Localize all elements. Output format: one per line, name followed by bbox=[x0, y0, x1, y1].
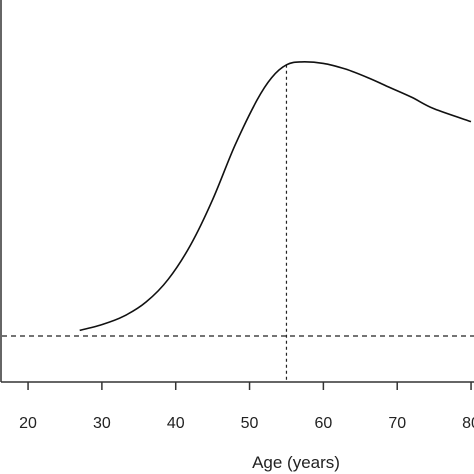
series-line bbox=[79, 61, 472, 332]
x-tick-label-80: 80 bbox=[462, 415, 474, 432]
series-layer bbox=[79, 61, 472, 332]
x-tick-label-20: 20 bbox=[19, 415, 37, 432]
x-axis-ticks: 20 30 40 50 60 70 80 bbox=[19, 382, 474, 432]
x-tick-label-50: 50 bbox=[241, 415, 259, 432]
x-tick-label-60: 60 bbox=[314, 415, 332, 432]
x-axis-label: Age (years) bbox=[252, 453, 340, 472]
x-tick-label-30: 30 bbox=[93, 415, 111, 432]
x-tick-label-40: 40 bbox=[167, 415, 185, 432]
x-tick-label-70: 70 bbox=[388, 415, 406, 432]
reference-lines bbox=[2, 64, 474, 382]
